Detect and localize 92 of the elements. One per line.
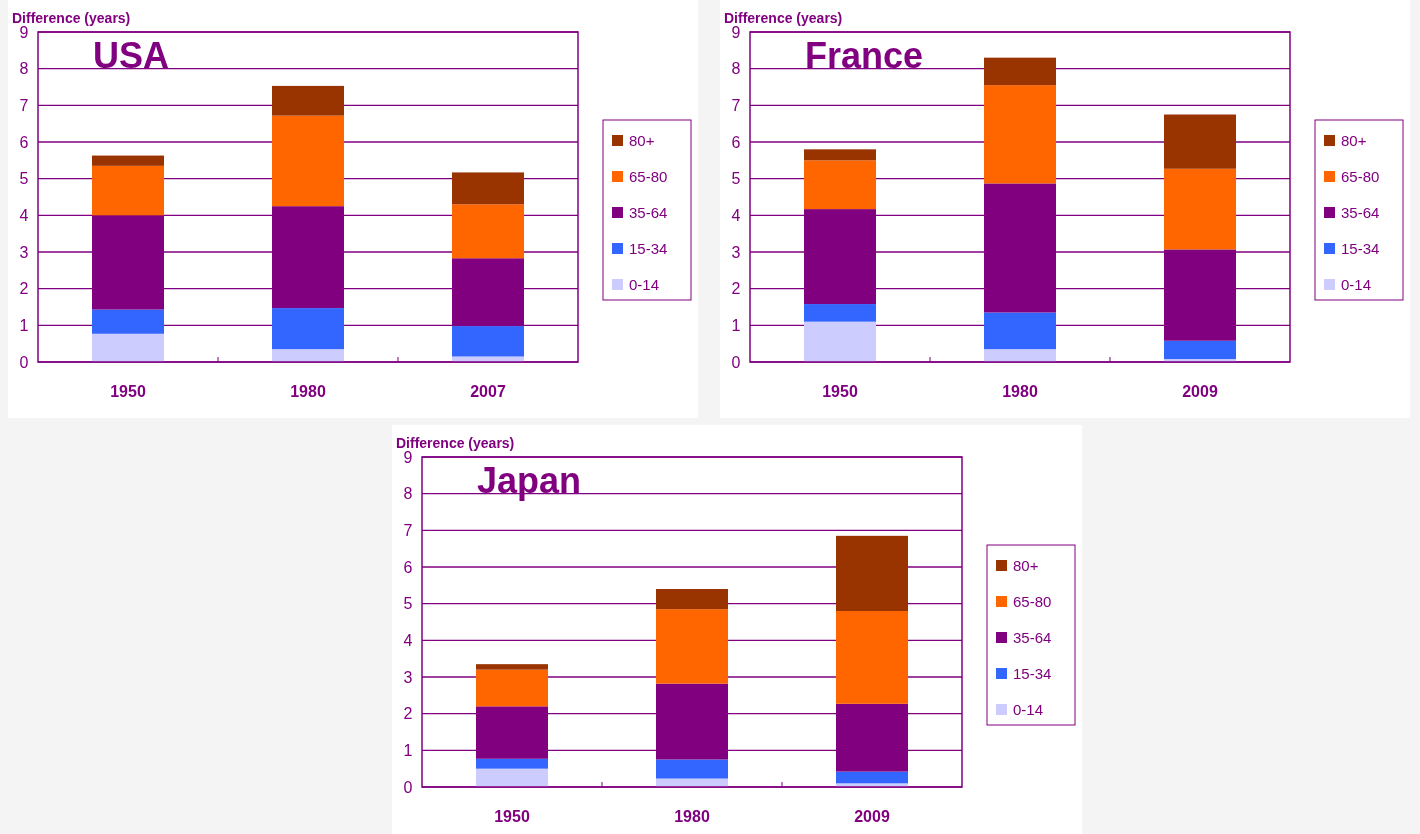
y-tick-label: 1: [731, 316, 741, 334]
chart-title: USA: [93, 35, 170, 76]
bar: [1164, 168, 1236, 250]
legend-label: 35-64: [629, 204, 668, 222]
bar: [1164, 340, 1236, 360]
x-tick-label: 2009: [854, 808, 890, 825]
legend-label: 80+: [1013, 557, 1039, 575]
y-axis-title: Difference (years): [396, 435, 515, 451]
bar: [656, 609, 728, 684]
y-tick-label: 6: [403, 558, 413, 576]
y-tick-label: 3: [731, 243, 741, 261]
bar: [92, 333, 164, 362]
legend-label: 0-14: [1341, 276, 1372, 294]
legend-label: 15-34: [1013, 665, 1052, 683]
legend-label: 65-80: [1013, 593, 1052, 611]
y-tick-label: 4: [19, 206, 29, 224]
bar: [476, 758, 548, 769]
bar: [836, 535, 908, 611]
bar: [272, 349, 344, 362]
legend-label: 35-64: [1013, 629, 1052, 647]
y-tick-label: 2: [731, 280, 741, 298]
y-tick-label: 1: [403, 741, 413, 759]
x-tick-label: 1950: [494, 808, 530, 825]
legend-label: 35-64: [1341, 204, 1380, 222]
bar: [476, 768, 548, 787]
bar: [272, 115, 344, 207]
bar: [272, 308, 344, 350]
bar: [656, 759, 728, 779]
bar: [804, 160, 876, 210]
legend-label: 0-14: [1013, 701, 1044, 719]
bar: [92, 309, 164, 334]
x-tick-label: 1980: [290, 383, 326, 400]
x-tick-label: 2009: [1182, 383, 1218, 400]
legend-label: 15-34: [629, 240, 668, 258]
bar: [452, 326, 524, 357]
y-tick-label: 7: [403, 521, 413, 539]
y-tick-label: 8: [19, 60, 29, 78]
y-tick-label: 9: [19, 23, 29, 41]
y-tick-label: 6: [19, 133, 29, 151]
legend-label: 0-14: [629, 276, 660, 294]
y-tick-label: 4: [403, 631, 413, 649]
bar: [984, 349, 1056, 362]
y-tick-label: 1: [19, 316, 29, 334]
bar: [476, 664, 548, 670]
y-tick-label: 8: [403, 485, 413, 503]
bar: [804, 149, 876, 161]
bar: [984, 57, 1056, 86]
x-tick-label: 1980: [1002, 383, 1038, 400]
y-axis-title: Difference (years): [724, 10, 843, 26]
y-axis-title: Difference (years): [12, 10, 131, 26]
bar: [984, 312, 1056, 350]
legend-label: 80+: [1341, 132, 1367, 150]
bar: [452, 204, 524, 259]
y-tick-label: 3: [403, 668, 413, 686]
chart-title: France: [805, 35, 924, 76]
legend-label: 80+: [629, 132, 655, 150]
y-tick-label: 9: [731, 23, 741, 41]
legend-label: 15-34: [1341, 240, 1380, 258]
bar: [92, 165, 164, 216]
bar: [836, 771, 908, 784]
chart-title: Japan: [477, 460, 582, 501]
y-tick-label: 5: [403, 595, 413, 613]
bar: [92, 155, 164, 166]
y-tick-label: 5: [19, 170, 29, 188]
y-tick-label: 2: [19, 280, 29, 298]
y-tick-label: 7: [19, 96, 29, 114]
bar: [452, 172, 524, 205]
bar: [476, 669, 548, 707]
y-tick-label: 5: [731, 170, 741, 188]
bar: [1164, 114, 1236, 169]
legend-label: 65-80: [629, 168, 668, 186]
y-tick-label: 3: [19, 243, 29, 261]
y-tick-label: 2: [403, 705, 413, 723]
y-tick-label: 4: [731, 206, 741, 224]
bar: [836, 611, 908, 704]
bar: [804, 304, 876, 322]
x-tick-label: 1950: [110, 383, 146, 400]
x-tick-label: 1980: [674, 808, 710, 825]
y-tick-label: 9: [403, 448, 413, 466]
y-tick-label: 8: [731, 60, 741, 78]
bar: [804, 321, 876, 362]
y-tick-label: 0: [731, 353, 741, 371]
y-tick-label: 6: [731, 133, 741, 151]
bar: [984, 85, 1056, 184]
y-tick-label: 7: [731, 96, 741, 114]
y-tick-label: 0: [403, 778, 413, 796]
x-tick-label: 1950: [822, 383, 858, 400]
y-tick-label: 0: [19, 353, 29, 371]
x-tick-label: 2007: [470, 383, 506, 400]
bar: [656, 589, 728, 610]
bar: [272, 85, 344, 116]
legend-label: 65-80: [1341, 168, 1380, 186]
